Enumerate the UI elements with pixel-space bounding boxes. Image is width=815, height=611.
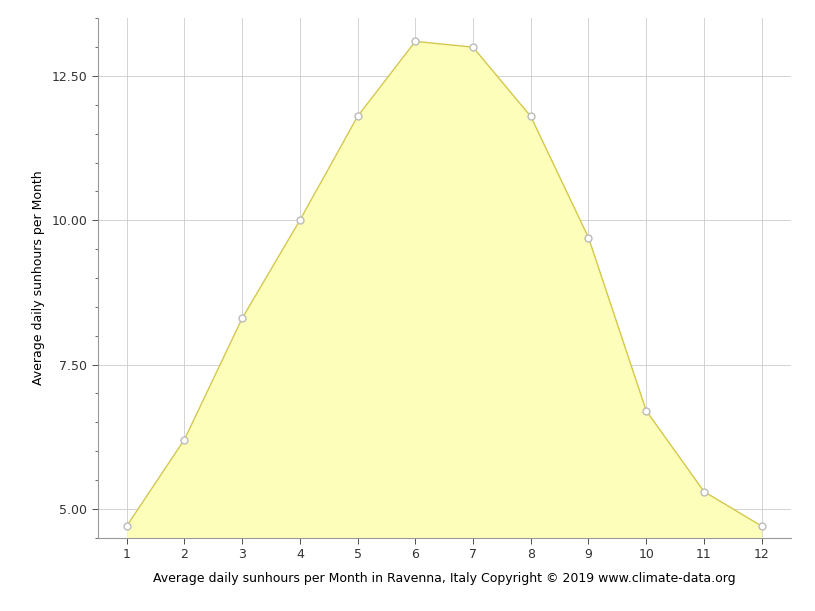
- X-axis label: Average daily sunhours per Month in Ravenna, Italy Copyright © 2019 www.climate-: Average daily sunhours per Month in Rave…: [153, 573, 735, 585]
- Y-axis label: Average daily sunhours per Month: Average daily sunhours per Month: [32, 170, 45, 386]
